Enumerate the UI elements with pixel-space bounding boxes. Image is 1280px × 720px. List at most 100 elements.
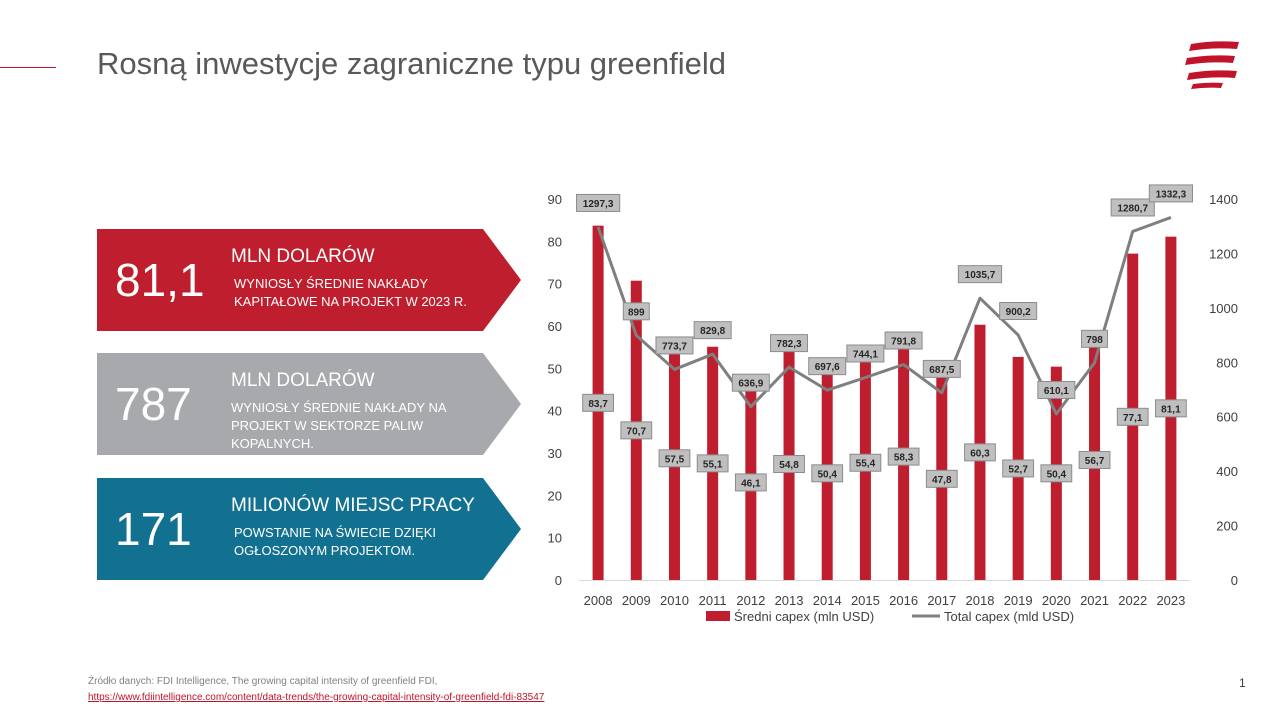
x-tick-label: 2015 xyxy=(851,593,880,608)
bar-data-label: 70,7 xyxy=(627,426,647,437)
line-data-label: 697,6 xyxy=(815,362,840,373)
y-left-tick-label: 10 xyxy=(548,531,562,546)
stat-value: 81,1 xyxy=(115,254,205,306)
stat-card-avg-capex: 81,1 MLN DOLARÓW WYNIOSŁY ŚREDNIE NAKŁAD… xyxy=(97,229,521,331)
bar-data-label-box xyxy=(849,453,882,472)
x-tick-label: 2020 xyxy=(1042,593,1071,608)
line-data-label-box xyxy=(1110,198,1155,217)
x-tick-label: 2021 xyxy=(1080,593,1109,608)
y-right-tick-label: 1200 xyxy=(1209,246,1238,261)
line-data-label-box xyxy=(731,373,770,392)
bar-data-label: 60,3 xyxy=(970,448,990,459)
y-left-tick-label: 90 xyxy=(548,192,562,207)
stat-heading: MILIONÓW MIEJSC PRACY xyxy=(231,495,475,516)
stat-card-fossil-fuels: 787 MLN DOLARÓW WYNIOSŁY ŚREDNIE NAKŁADY… xyxy=(97,353,521,455)
bar-data-label: 55,4 xyxy=(856,459,876,470)
stat-value: 787 xyxy=(115,378,192,430)
bar-data-label-box xyxy=(811,464,844,483)
bar-data-label: 54,8 xyxy=(779,460,799,471)
stat-value: 171 xyxy=(115,503,192,555)
line-data-label: 798 xyxy=(1086,335,1103,346)
y-right-tick-label: 200 xyxy=(1216,519,1238,534)
bar-data-label: 77,1 xyxy=(1123,413,1143,424)
stat-description: WYNIOSŁY ŚREDNIE NAKŁADY NA PROJEKT W SE… xyxy=(231,400,446,451)
y-left-tick-label: 50 xyxy=(548,361,562,376)
line-data-label: 636,9 xyxy=(738,379,763,390)
capex-chart: 0 10 20 30 40 50 60 70 80 90 0 200 400 600 800 1000 1200… xyxy=(548,184,1238,624)
bar-data-label-box xyxy=(734,473,767,492)
card-arrow-shape xyxy=(97,353,521,455)
y-left-tick-label: 70 xyxy=(548,277,562,292)
page-number: 1 xyxy=(1239,676,1246,690)
line-data-label-box xyxy=(693,321,732,340)
x-tick-label: 2012 xyxy=(736,593,765,608)
line-data-label: 1332,3 xyxy=(1156,189,1187,200)
y-right-tick-label: 600 xyxy=(1216,410,1238,425)
stat-description: POWSTANIE NA ŚWIECIE DZIĘKI OGŁOSZONYM P… xyxy=(234,525,437,558)
bar-data-label: 52,7 xyxy=(1008,464,1028,475)
source-text: Źródło danych: FDI Intelligence, The gro… xyxy=(88,676,438,687)
line-data-label-box xyxy=(622,302,650,321)
line-data-label: 782,3 xyxy=(777,339,802,350)
line-data-label: 899 xyxy=(628,307,645,318)
legend-label-bar: Średni capex (mln USD) xyxy=(734,609,874,624)
y-left-tick-label: 20 xyxy=(548,488,562,503)
bar-data-label-box xyxy=(696,454,729,473)
x-tick-label: 2019 xyxy=(1004,593,1033,608)
stat-heading: MLN DOLARÓW xyxy=(231,370,375,391)
x-tick-label: 2011 xyxy=(699,593,727,608)
line-data-label-box xyxy=(1081,329,1109,348)
stat-description: WYNIOSŁY ŚREDNIE NAKŁADY KAPITAŁOWE NA P… xyxy=(234,276,467,309)
line-data-label-box xyxy=(957,265,1003,284)
y-right-tick-label: 800 xyxy=(1216,355,1238,370)
line-data-label: 773,7 xyxy=(662,341,687,352)
bar-data-label-box xyxy=(1116,407,1149,426)
x-tick-label: 2013 xyxy=(775,593,804,608)
bar-data-label: 81,1 xyxy=(1161,404,1181,415)
bar-data-label-box xyxy=(582,393,614,412)
line-data-label-box xyxy=(1037,380,1076,399)
line-data-label: 900,2 xyxy=(1006,307,1031,318)
source-link[interactable]: https://www.fdiintelligence.com/content/… xyxy=(88,692,545,703)
line-data-label: 610,1 xyxy=(1044,386,1069,397)
card-arrow-shape xyxy=(97,478,521,580)
line-data-label: 744,1 xyxy=(853,349,878,360)
legend-label-line: Total capex (mld USD) xyxy=(944,609,1074,624)
bar-data-label: 55,1 xyxy=(703,459,723,470)
legend-swatch-bar xyxy=(706,611,730,621)
x-tick-label: 2023 xyxy=(1156,593,1185,608)
bar-data-label-box xyxy=(964,443,996,462)
x-tick-label: 2017 xyxy=(927,593,956,608)
slide-title: Rosną inwestycje zagraniczne typu greenf… xyxy=(97,46,726,81)
bar-data-label-box xyxy=(1155,399,1187,418)
y-right-tick-label: 400 xyxy=(1216,464,1238,479)
line-data-label: 1035,7 xyxy=(965,270,996,281)
y-left-tick-label: 0 xyxy=(555,573,562,588)
x-tick-label: 2014 xyxy=(813,593,842,608)
line-data-label-box xyxy=(922,359,961,378)
line-data-label-box xyxy=(846,344,885,363)
line-data-label: 829,8 xyxy=(700,326,725,337)
line-data-label: 791,8 xyxy=(891,337,916,348)
line-data-label-box xyxy=(999,302,1038,321)
y-left-tick-label: 40 xyxy=(548,404,562,419)
brand-logo xyxy=(1185,41,1239,89)
bar-data-label-box xyxy=(925,469,958,488)
bar-data-label-box xyxy=(887,447,920,466)
bar-data-label-box xyxy=(773,455,805,474)
x-tick-label: 2010 xyxy=(660,593,689,608)
bar-data-label-box xyxy=(1078,450,1111,469)
bar-data-label: 83,7 xyxy=(588,399,608,410)
y-left-tick-label: 80 xyxy=(548,234,562,249)
x-tick-label: 2018 xyxy=(966,593,995,608)
y-right-tick-label: 0 xyxy=(1231,573,1238,588)
line-data-label-box xyxy=(808,357,847,376)
line-data-label: 1280,7 xyxy=(1117,203,1148,214)
line-data-label: 687,5 xyxy=(929,365,954,376)
bar-data-label-box xyxy=(1002,459,1035,478)
y-left-tick-label: 30 xyxy=(548,446,562,461)
line-data-label-box xyxy=(575,193,621,212)
line-data-label-box xyxy=(884,331,923,350)
y-right-tick-label: 1400 xyxy=(1209,192,1238,207)
line-data-label: 1297,3 xyxy=(583,199,614,210)
